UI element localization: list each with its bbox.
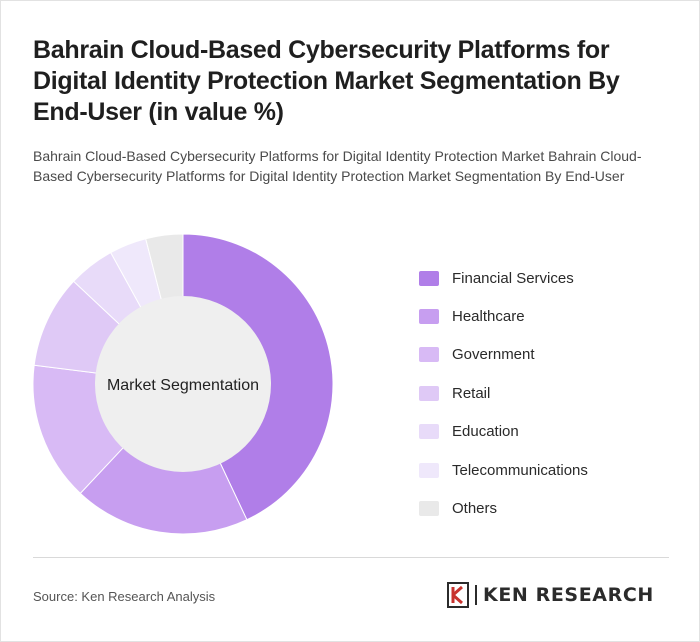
legend-label: Others <box>452 500 498 518</box>
legend-label: Education <box>452 423 519 441</box>
source-note: Source: Ken Research Analysis <box>33 589 216 604</box>
donut-center-label: Market Segmentation <box>107 377 259 394</box>
footer-divider <box>33 557 669 558</box>
chart-title: Bahrain Cloud-Based Cybersecurity Platfo… <box>33 36 620 126</box>
legend-swatch <box>419 270 439 286</box>
legend-item-retail[interactable]: Retail <box>419 374 689 412</box>
legend-swatch <box>419 501 439 517</box>
chart-subtitle: Bahrain Cloud-Based Cybersecurity Platfo… <box>33 148 642 184</box>
ken-research-logo-icon <box>447 582 469 608</box>
logo-divider-bar <box>475 585 477 605</box>
legend-item-healthcare[interactable]: Healthcare <box>419 297 689 335</box>
legend-item-government[interactable]: Government <box>419 336 689 374</box>
legend-swatch <box>419 424 439 440</box>
legend-item-telecommunications[interactable]: Telecommunications <box>419 451 689 489</box>
legend-item-others[interactable]: Others <box>419 489 689 527</box>
chart-legend: Financial Services Healthcare Government Re… <box>419 259 689 528</box>
ken-research-logo: KEN RESEARCH <box>447 582 654 608</box>
legend-label: Financial Services <box>452 269 574 287</box>
donut-center <box>95 296 271 472</box>
legend-swatch <box>419 462 439 478</box>
legend-label: Telecommunications <box>452 461 588 479</box>
legend-item-education[interactable]: Education <box>419 413 689 451</box>
donut-chart: Market Segmentation <box>32 233 334 535</box>
legend-label: Retail <box>452 384 491 402</box>
legend-swatch <box>419 347 439 363</box>
legend-label: Healthcare <box>452 308 525 326</box>
legend-swatch <box>419 309 439 325</box>
legend-swatch <box>419 385 439 401</box>
legend-item-financial-services[interactable]: Financial Services <box>419 259 689 297</box>
logo-text: KEN RESEARCH <box>483 584 654 606</box>
legend-label: Government <box>452 346 535 364</box>
